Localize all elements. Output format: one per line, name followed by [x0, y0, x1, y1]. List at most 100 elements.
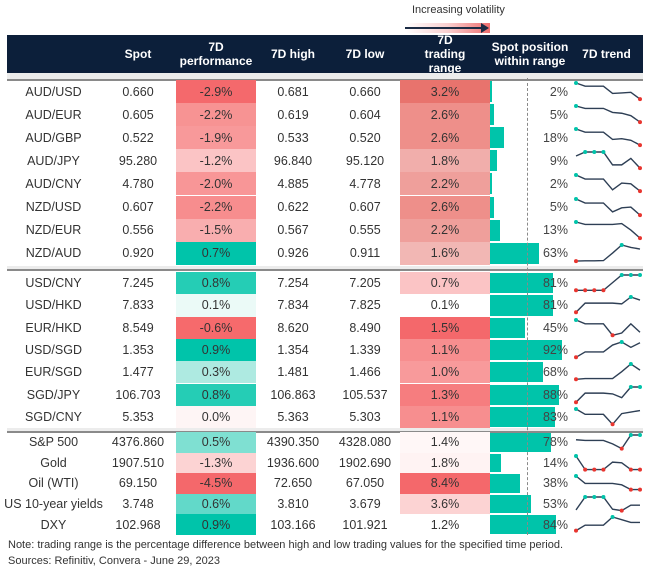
table-row: NZD/AUD 0.920 0.7% 0.926 0.911 1.6% 63% — [7, 241, 643, 265]
spot-cell: 0.920 — [122, 246, 154, 261]
perf-cell: 0.8% — [176, 383, 256, 406]
spot-cell: 0.605 — [122, 107, 154, 122]
trend-high-marker — [637, 272, 642, 277]
spot-position-value: 14% — [542, 455, 568, 470]
divider — [7, 79, 643, 81]
table-row: Gold 1907.510 -1.3% 1936.600 1902.690 1.8% 14% — [7, 452, 643, 474]
spot-position-value: 2% — [549, 84, 568, 99]
table-row: AUD/JPY 95.280 -1.2% 96.840 95.120 1.8% 9% — [7, 149, 643, 173]
trend-high-marker — [592, 150, 597, 155]
range-cell: 1.3% — [400, 383, 490, 406]
low-cell: 101.921 — [342, 517, 388, 532]
spot-cell: 0.556 — [122, 223, 154, 238]
trend-high-marker — [628, 295, 633, 300]
trend-high-marker — [574, 317, 579, 322]
table-row: NZD/USD 0.607 -2.2% 0.622 0.607 2.6% 5% — [7, 195, 643, 219]
midpoint-dashed-line — [527, 78, 528, 535]
spot-position-bar — [490, 515, 556, 534]
trend-sparkline — [574, 196, 642, 217]
instrument-name: NZD/USD — [25, 200, 82, 215]
header-spot: Spot — [124, 47, 152, 61]
high-cell: 72.650 — [273, 476, 313, 491]
spot-position-value: 68% — [542, 365, 568, 380]
trend-sparkline — [574, 295, 641, 315]
trend-line — [575, 455, 640, 470]
spot-position-bar — [490, 150, 498, 172]
instrument-name: SGD/JPY — [26, 387, 81, 402]
low-cell: 7.825 — [349, 298, 381, 313]
perf-cell: -1.2% — [176, 149, 256, 173]
spot-cell: 0.660 — [122, 84, 154, 99]
trend-sparkline — [574, 317, 641, 337]
instrument-name: US 10-year yields — [4, 497, 103, 512]
instrument-name: EUR/SGD — [25, 365, 82, 380]
trend-high-marker — [592, 494, 597, 499]
instrument-name: EUR/HKD — [25, 320, 82, 335]
sources: Sources: Refinitiv, Convera - June 29, 2… — [8, 555, 220, 567]
trend-low-marker — [592, 467, 597, 472]
spot-cell: 1907.510 — [111, 455, 165, 470]
range-cell: 0.1% — [400, 294, 490, 317]
spot-position-bar — [490, 81, 492, 103]
high-cell: 106.863 — [270, 387, 316, 402]
trend-sparkline — [575, 432, 642, 451]
arrow-right-icon — [405, 27, 483, 29]
trend-sparkline — [574, 515, 640, 533]
spot-cell: 69.150 — [118, 476, 158, 491]
instrument-name: AUD/CNY — [25, 176, 82, 191]
trend-line — [575, 128, 641, 146]
spot-position-value: 92% — [542, 343, 568, 358]
high-cell: 3.810 — [277, 497, 309, 512]
trend-low-marker — [628, 467, 633, 472]
table-row: USD/HKD 7.833 0.1% 7.834 7.825 0.1% 81% — [7, 294, 643, 317]
table-row: S&P 500 4376.860 0.5% 4390.350 4328.080 1.4% 7… — [7, 432, 643, 453]
perf-cell: -1.9% — [176, 126, 256, 150]
group-spacer — [7, 266, 643, 270]
perf-cell: 0.6% — [176, 493, 256, 515]
spot-cell: 102.968 — [115, 517, 161, 532]
perf-cell: -2.2% — [176, 195, 256, 219]
perf-cell: -2.2% — [176, 103, 256, 127]
trend-low-marker — [574, 528, 579, 533]
trend-line — [575, 197, 641, 216]
spot-position-value: 2% — [549, 176, 568, 191]
range-cell: 1.1% — [400, 405, 490, 429]
trend-low-marker — [637, 97, 642, 102]
divider — [7, 431, 643, 433]
range-cell: 2.6% — [400, 103, 490, 127]
spot-position-bar — [490, 273, 554, 294]
perf-cell: -4.5% — [176, 473, 256, 494]
trend-line — [576, 274, 640, 291]
spot-position-value: 9% — [549, 153, 568, 168]
perf-cell: -2.9% — [176, 80, 256, 104]
instrument-name: NZD/EUR — [25, 223, 82, 238]
trend-line — [575, 408, 641, 426]
table-row: Oil (WTI) 69.150 -4.5% 72.650 67.050 8.4% 38% — [7, 473, 643, 494]
spot-position-bar — [490, 295, 554, 316]
high-cell: 0.533 — [277, 130, 309, 145]
trend-sparkline — [574, 104, 642, 125]
spot-position-bar — [490, 104, 494, 126]
range-cell: 1.0% — [400, 361, 490, 384]
header-7d-trading-range: 7D trading range — [424, 33, 466, 75]
range-cell: 1.5% — [400, 316, 490, 339]
trend-high-marker — [574, 219, 579, 224]
low-cell: 1.466 — [349, 365, 381, 380]
table-row: NZD/EUR 0.556 -1.5% 0.567 0.555 2.2% 13% — [7, 218, 643, 242]
trend-sparkline — [574, 127, 642, 148]
low-cell: 7.205 — [349, 276, 381, 291]
low-cell: 0.604 — [349, 107, 381, 122]
spot-position-bar — [490, 453, 501, 473]
range-cell: 2.2% — [400, 218, 490, 242]
trend-sparkline — [574, 80, 642, 102]
table-row: EUR/HKD 8.549 -0.6% 8.620 8.490 1.5% 45% — [7, 316, 643, 339]
table-row: US 10-year yields 3.748 0.6% 3.810 3.679 3.6%… — [4, 493, 643, 515]
spot-cell: 106.703 — [115, 387, 161, 402]
range-cell: 0.7% — [400, 272, 490, 295]
spot-position-bar — [490, 339, 562, 361]
high-cell: 0.567 — [277, 223, 309, 238]
high-cell: 4.885 — [277, 176, 309, 191]
trend-high-marker — [628, 432, 633, 437]
instrument-name: SGD/CNY — [25, 409, 82, 424]
high-cell: 0.622 — [277, 200, 309, 215]
